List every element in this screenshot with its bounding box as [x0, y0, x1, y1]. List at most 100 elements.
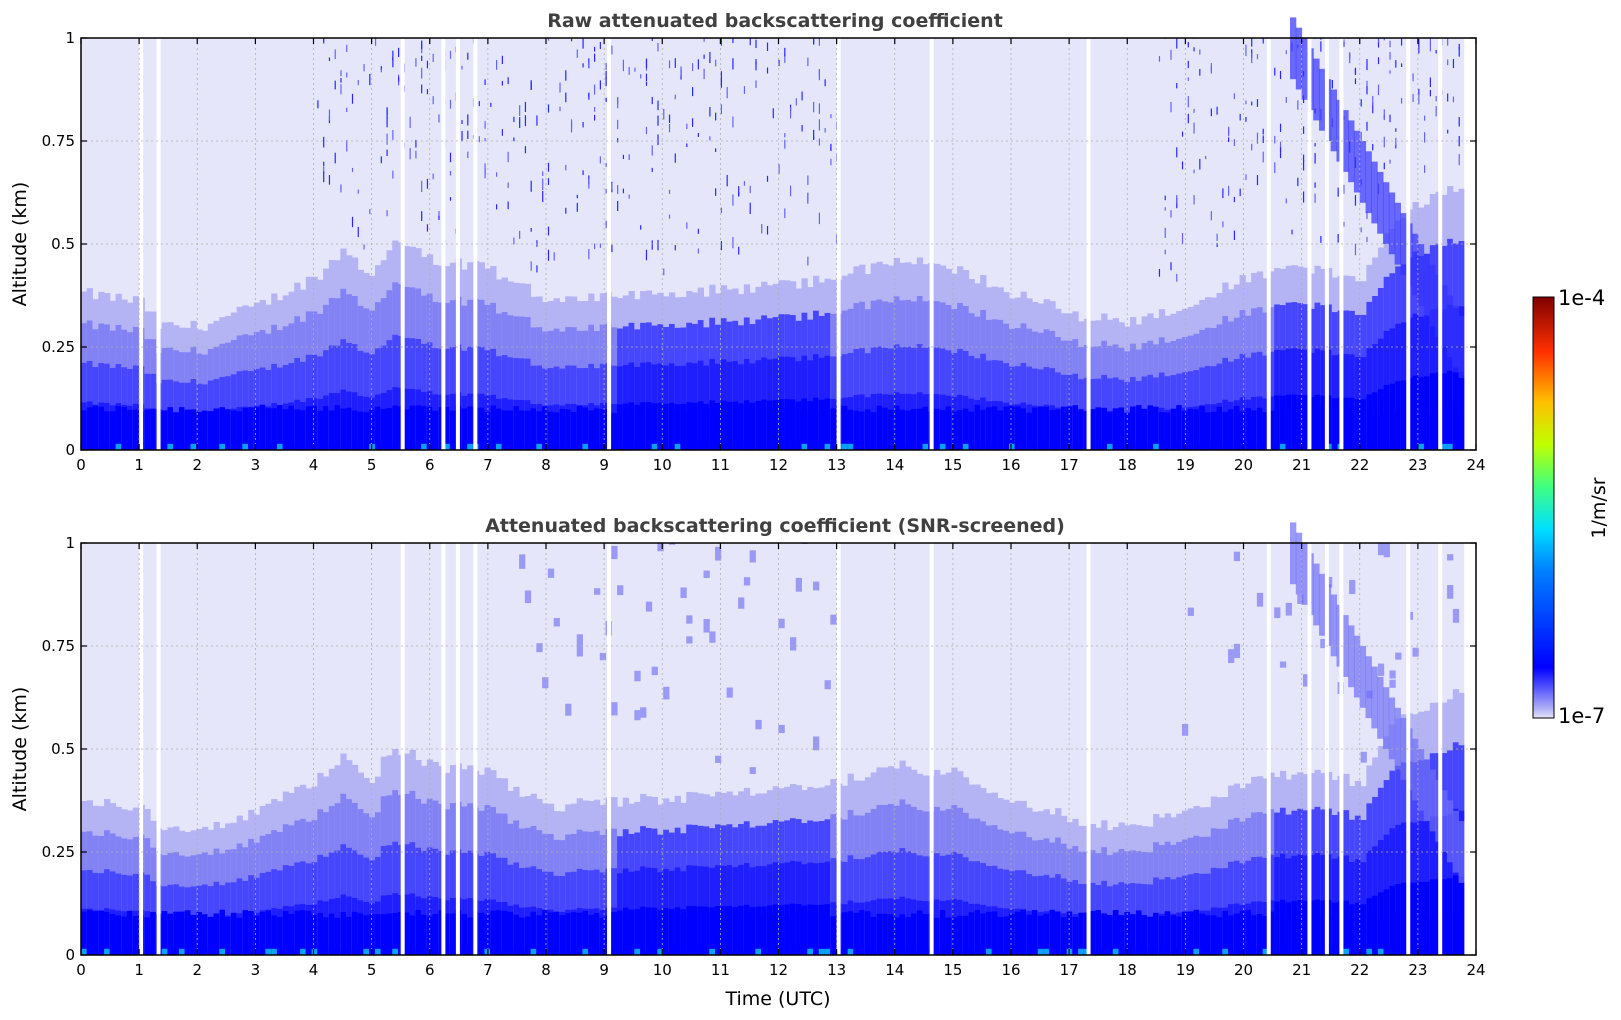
noise-speckle [582, 121, 584, 128]
heatmap-cell [876, 946, 883, 955]
heatmap-cell [674, 912, 681, 955]
heatmap-cell [1458, 946, 1465, 955]
noise-speckle [1343, 221, 1345, 227]
heatmap-cell [1095, 946, 1102, 955]
aerosol-band [1441, 790, 1448, 852]
heatmap-cell [1251, 946, 1258, 955]
heatmap-cell [1141, 408, 1148, 450]
heatmap-cell [1297, 441, 1304, 450]
noise-speckle [703, 619, 710, 633]
noise-speckle [570, 122, 573, 133]
noise-speckle [386, 117, 388, 128]
heatmap-cell [1078, 912, 1085, 955]
noise-speckle [1251, 101, 1253, 106]
noise-speckle [807, 175, 809, 185]
noise-speckle [1176, 82, 1178, 89]
heatmap-cell [524, 946, 532, 955]
aerosol-band [1371, 161, 1378, 224]
heatmap-cell [1060, 406, 1068, 450]
heatmap-cell [1302, 441, 1310, 450]
heatmap-cell-high [421, 443, 428, 450]
y-tick-label: 0.25 [42, 843, 75, 861]
heatmap-cell [634, 911, 641, 955]
noise-speckle [818, 70, 820, 77]
heatmap-cell [1256, 441, 1264, 450]
heatmap-cell [265, 441, 272, 450]
heatmap-cell [1199, 946, 1206, 955]
heatmap-cell [553, 441, 560, 450]
noise-speckle [1343, 39, 1345, 45]
noise-speckle [691, 118, 694, 127]
x-tick-label: 2 [192, 456, 202, 474]
noise-speckle [1314, 143, 1316, 147]
aerosol-band [1313, 563, 1320, 626]
heatmap-cell [542, 406, 549, 450]
heatmap-cell [81, 441, 88, 450]
heatmap-cell [144, 917, 151, 955]
heatmap-cell [1078, 441, 1085, 450]
heatmap-cell [870, 916, 877, 955]
heatmap-cell [1354, 406, 1362, 450]
raw-x-ticks: 0 1 2 3 4 5 6 7 8 9 10 11 12 13 14 15 16 17 18 19 20 21 22 23 24 [76, 38, 1486, 474]
heatmap-cell [570, 946, 578, 955]
x-tick-label: 0 [76, 961, 86, 979]
heatmap-cell [334, 405, 341, 450]
heatmap-cell [496, 910, 503, 955]
noise-speckle [1262, 135, 1264, 143]
y-tick-label: 0.5 [51, 235, 75, 253]
heatmap-cell [565, 409, 572, 450]
heatmap-cell [957, 915, 964, 955]
noise-speckle [501, 80, 503, 86]
heatmap-cell [1372, 441, 1379, 450]
heatmap-cell-high [167, 443, 174, 450]
heatmap-cell [392, 441, 399, 450]
heatmap-cell [276, 917, 284, 955]
noise-speckle [582, 63, 584, 68]
heatmap-cell [1343, 408, 1350, 450]
heatmap-cell [1366, 913, 1373, 955]
heatmap-cell [225, 441, 232, 450]
heatmap-cell [893, 946, 900, 955]
heatmap-cell-high [1279, 443, 1287, 450]
noise-speckle [346, 44, 348, 52]
heatmap-cell [1285, 946, 1292, 955]
noise-speckle [778, 59, 780, 67]
heatmap-cell [178, 441, 186, 450]
noise-speckle [755, 719, 762, 730]
noise-speckle [605, 70, 607, 80]
aerosol-band [1377, 676, 1384, 739]
noise-speckle [1366, 80, 1368, 91]
heatmap-cell [680, 915, 687, 955]
heatmap-cell [184, 409, 192, 450]
heatmap-cell [265, 408, 272, 450]
noise-speckle [611, 545, 618, 560]
x-tick-label: 20 [1234, 456, 1253, 474]
noise-speckle [1447, 554, 1454, 561]
heatmap-cell [853, 946, 860, 955]
aerosol-band [1359, 646, 1367, 708]
raw-y-axis-label: Altitude (km) [9, 182, 31, 307]
noise-speckle [1170, 210, 1172, 218]
heatmap-cell [1354, 946, 1362, 955]
heatmap-cell [1072, 946, 1079, 955]
noise-speckle [392, 50, 394, 61]
panel-raw: Raw attenuated backscattering coefficien… [9, 10, 1486, 474]
heatmap-cell [709, 408, 716, 450]
noise-speckle [732, 116, 734, 128]
noise-speckle [594, 588, 601, 595]
heatmap-cell [1268, 946, 1275, 955]
x-tick-label: 0 [76, 456, 86, 474]
heatmap-cell [922, 406, 929, 450]
noise-speckle [1447, 585, 1454, 599]
noise-speckle [328, 57, 331, 62]
noise-speckle [1193, 195, 1195, 205]
heatmap-cell [1377, 406, 1385, 450]
heatmap-cell [92, 441, 99, 450]
heatmap-cell [1147, 946, 1154, 955]
noise-speckle [651, 167, 653, 173]
heatmap-cell-high [81, 948, 88, 955]
noise-speckle [576, 194, 578, 199]
heatmap-cell [449, 913, 457, 955]
noise-speckle [1389, 159, 1391, 164]
heatmap-cell [403, 409, 411, 450]
